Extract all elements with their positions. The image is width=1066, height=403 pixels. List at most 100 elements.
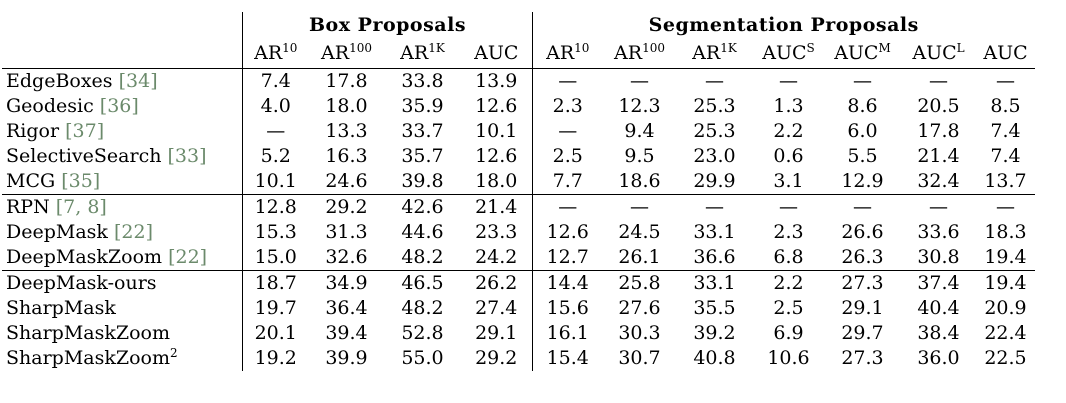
seg-value-cell: 3.1 bbox=[773, 170, 804, 192]
seg-value-cell: 12.7 bbox=[532, 245, 603, 271]
seg-value-cell: 7.4 bbox=[990, 145, 1021, 167]
box-value-cell: 23.3 bbox=[475, 221, 518, 243]
box-value-cell: 15.3 bbox=[242, 220, 309, 245]
box-value-cell: 20.1 bbox=[242, 321, 309, 346]
seg-value-cell: — bbox=[853, 70, 872, 92]
table-row: Rigor [37] —13.3 33.7 10.1—9.4 25.3 2.2 6.0 17.… bbox=[2, 119, 1035, 144]
seg-value-cell: 8.5 bbox=[990, 95, 1021, 117]
seg-value-cell: — bbox=[602, 194, 677, 220]
seg-value-cell: 5.5 bbox=[847, 145, 878, 167]
table-row: RPN [7, 8] 12.8 29.2 42.6 21.4— — — — — — — bbox=[2, 194, 1035, 220]
seg-value-cell: 40.4 bbox=[917, 297, 960, 319]
box-value-cell: 24.6 bbox=[325, 170, 368, 192]
col-header-base: AUC bbox=[983, 41, 1028, 64]
seg-col-header-1: AR100 bbox=[602, 38, 677, 69]
seg-value-cell: 12.6 bbox=[532, 220, 603, 245]
seg-value-cell: 37.4 bbox=[900, 270, 977, 296]
box-value-cell: 42.6 bbox=[384, 194, 461, 220]
citation: [22] bbox=[162, 246, 208, 268]
table-row: DeepMaskZoom [22] 15.0 32.6 48.2 24.2 12.7 26.… bbox=[2, 245, 1035, 271]
citation: [35] bbox=[55, 170, 101, 192]
seg-col-header-3: AUCS bbox=[752, 38, 825, 69]
method-name: Geodesic bbox=[6, 95, 94, 117]
method-name: DeepMask bbox=[6, 221, 108, 243]
box-value-cell: 26.2 bbox=[460, 270, 533, 296]
proposal-results-table: Box Proposals Segmentation Proposals AR1… bbox=[2, 12, 1035, 371]
seg-value-cell: 18.6 bbox=[618, 170, 661, 192]
seg-value-cell: 6.9 bbox=[773, 322, 804, 344]
box-value-cell: 12.8 bbox=[242, 194, 309, 220]
seg-value-cell: — bbox=[900, 194, 977, 220]
seg-value-cell: 7.7 bbox=[532, 169, 603, 195]
box-value-cell: 19.2 bbox=[242, 346, 309, 371]
col-header-superscript: 1K bbox=[428, 40, 445, 55]
col-header-base: AUC bbox=[834, 41, 879, 64]
seg-value-cell: 12.9 bbox=[841, 170, 884, 192]
box-value-cell: 46.5 bbox=[384, 270, 461, 296]
col-header-base: AR bbox=[321, 41, 350, 64]
seg-value-cell: 1.3 bbox=[773, 95, 804, 117]
box-value-cell: 48.2 bbox=[401, 246, 444, 268]
col-header-base: AUC bbox=[912, 41, 957, 64]
box-value-cell: 29.1 bbox=[475, 322, 518, 344]
col-header-base: AR bbox=[254, 41, 283, 64]
seg-value-cell: 25.8 bbox=[602, 270, 677, 296]
box-value-cell: 17.8 bbox=[325, 70, 368, 92]
col-header-superscript: L bbox=[956, 40, 965, 55]
box-value-cell: 34.9 bbox=[308, 270, 385, 296]
box-value-cell: 31.3 bbox=[325, 221, 368, 243]
box-value-cell: 18.0 bbox=[325, 95, 368, 117]
box-value-cell: — bbox=[242, 119, 309, 144]
table-row: MCG [35] 10.1 24.6 39.8 18.0 7.7 18.6 29.9 3.1 12… bbox=[2, 169, 1035, 195]
citation: [34] bbox=[112, 70, 158, 92]
seg-value-cell: — bbox=[705, 70, 724, 92]
seg-value-cell: 14.4 bbox=[532, 270, 603, 296]
method-name-cell: RPN [7, 8] bbox=[2, 194, 243, 220]
seg-value-cell: 32.4 bbox=[917, 170, 960, 192]
seg-value-cell: 15.6 bbox=[532, 296, 603, 321]
citation: [37] bbox=[59, 120, 105, 142]
seg-value-cell: 18.3 bbox=[984, 221, 1027, 243]
seg-value-cell: — bbox=[532, 194, 603, 220]
box-col-header-2: AR1K bbox=[384, 38, 461, 69]
box-value-cell: 55.0 bbox=[401, 347, 444, 369]
seg-value-cell: — bbox=[630, 70, 649, 92]
citation: [33] bbox=[161, 145, 207, 167]
seg-value-cell: — bbox=[676, 194, 753, 220]
seg-value-cell: 35.5 bbox=[693, 297, 736, 319]
box-value-cell: 35.7 bbox=[401, 145, 444, 167]
seg-value-cell: 0.6 bbox=[773, 145, 804, 167]
box-value-cell: 33.8 bbox=[401, 70, 444, 92]
col-header-superscript: 10 bbox=[574, 40, 590, 55]
seg-value-cell: 19.4 bbox=[976, 270, 1035, 296]
method-superscript: 2 bbox=[169, 346, 178, 360]
seg-value-cell: 22.5 bbox=[984, 347, 1027, 369]
col-header-superscript: S bbox=[806, 40, 815, 55]
box-value-cell: 10.1 bbox=[475, 120, 518, 142]
seg-value-cell: 24.5 bbox=[618, 221, 661, 243]
table-row: SharpMaskZoom 20.1 39.4 52.8 29.1 16.1 30.3 39.… bbox=[2, 321, 1035, 346]
seg-value-cell: 39.2 bbox=[693, 322, 736, 344]
seg-value-cell: 2.2 bbox=[752, 270, 825, 296]
box-value-cell: 15.0 bbox=[242, 245, 309, 271]
box-value-cell: 39.4 bbox=[325, 322, 368, 344]
seg-value-cell: 12.3 bbox=[618, 95, 661, 117]
box-value-cell: 12.6 bbox=[475, 145, 518, 167]
box-value-cell: 39.8 bbox=[401, 170, 444, 192]
col-header-base: AUC bbox=[474, 41, 519, 64]
seg-value-cell: — bbox=[532, 68, 603, 94]
method-name: DeepMask-ours bbox=[6, 272, 157, 294]
col-header-superscript: 10 bbox=[282, 40, 298, 55]
seg-value-cell: 30.3 bbox=[618, 322, 661, 344]
citation: [22] bbox=[107, 221, 153, 243]
segmentation-proposals-header: Segmentation Proposals bbox=[532, 12, 1035, 38]
seg-value-cell: 6.0 bbox=[847, 120, 878, 142]
seg-value-cell: 33.1 bbox=[676, 270, 753, 296]
seg-value-cell: 38.4 bbox=[917, 322, 960, 344]
seg-value-cell: 30.8 bbox=[917, 246, 960, 268]
seg-value-cell: 36.6 bbox=[693, 246, 736, 268]
seg-value-cell: 29.1 bbox=[841, 297, 884, 319]
seg-value-cell: 7.4 bbox=[990, 120, 1021, 142]
table-row: SharpMaskZoom2 19.2 39.9 55.0 29.2 15.4 30.7 40… bbox=[2, 346, 1035, 371]
